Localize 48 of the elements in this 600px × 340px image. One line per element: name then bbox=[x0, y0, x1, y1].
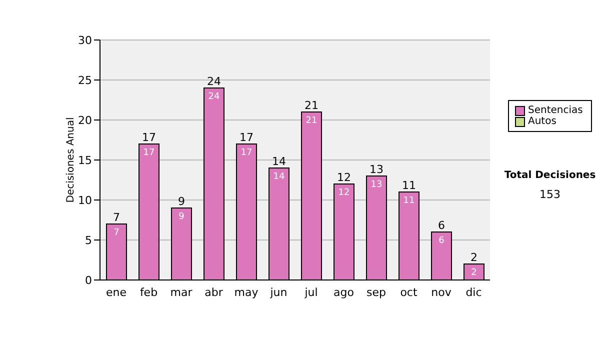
x-tick-label: abr bbox=[204, 286, 224, 299]
y-tick-label: 0 bbox=[85, 274, 92, 287]
x-tick-label: ago bbox=[334, 286, 354, 299]
data-label: 13 bbox=[370, 180, 382, 190]
y-tick-label: 25 bbox=[78, 74, 92, 87]
total-label: 12 bbox=[337, 171, 351, 184]
x-tick-label: nov bbox=[431, 286, 452, 299]
y-tick-label: 30 bbox=[78, 34, 92, 47]
x-tick-label: mar bbox=[170, 286, 193, 299]
total-label: 9 bbox=[178, 195, 185, 208]
total-label: 17 bbox=[240, 131, 254, 144]
x-tick-label: feb bbox=[140, 286, 158, 299]
data-label: 9 bbox=[178, 212, 185, 222]
x-tick-label: jul bbox=[304, 286, 318, 299]
total-label: 6 bbox=[438, 219, 445, 232]
legend-label: Autos bbox=[528, 116, 556, 127]
data-label: 6 bbox=[438, 236, 445, 246]
legend-label: Sentencias bbox=[528, 105, 583, 116]
text: 153 bbox=[538, 188, 562, 201]
y-tick-label: 5 bbox=[85, 234, 92, 247]
total-label: 17 bbox=[142, 131, 156, 144]
data-label: 17 bbox=[240, 148, 252, 158]
total-label: 11 bbox=[402, 179, 416, 192]
total-label: 21 bbox=[304, 99, 318, 112]
data-label: 24 bbox=[208, 92, 220, 102]
total-label: 14 bbox=[272, 155, 286, 168]
data-label: 7 bbox=[114, 228, 120, 238]
y-tick-label: 15 bbox=[78, 154, 92, 167]
data-label: 12 bbox=[338, 188, 350, 198]
data-label: 2 bbox=[471, 268, 477, 278]
text: Total Decisiones bbox=[503, 170, 597, 181]
x-tick-label: oct bbox=[400, 286, 418, 299]
x-tick-label: may bbox=[234, 286, 259, 299]
data-label: 21 bbox=[306, 116, 318, 126]
total-label: 24 bbox=[207, 75, 221, 88]
data-label: 14 bbox=[273, 172, 285, 182]
total-label: 13 bbox=[370, 163, 384, 176]
total-label: 2 bbox=[470, 251, 478, 264]
y-tick-label: 10 bbox=[78, 194, 92, 207]
x-tick-label: sep bbox=[366, 286, 386, 299]
data-label: 17 bbox=[143, 148, 155, 158]
y-axis-title: Decisiones Anual bbox=[66, 117, 77, 203]
x-tick-label: ene bbox=[106, 286, 127, 299]
total-label: 7 bbox=[113, 211, 120, 224]
x-tick-label: dic bbox=[466, 286, 482, 299]
y-tick-label: 20 bbox=[78, 114, 92, 127]
data-label: 11 bbox=[403, 196, 415, 206]
x-tick-label: jun bbox=[269, 286, 288, 299]
